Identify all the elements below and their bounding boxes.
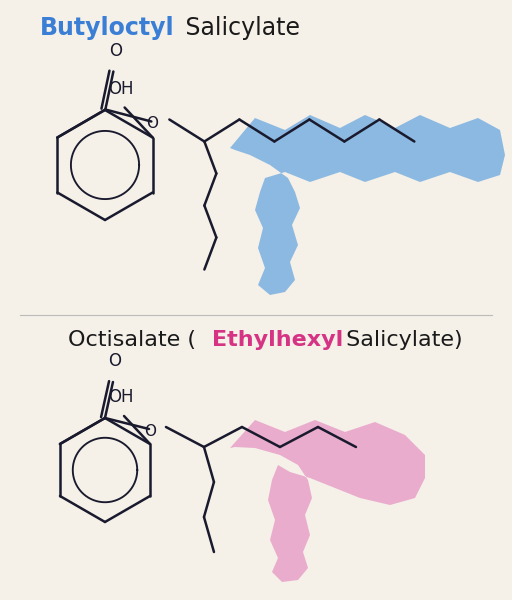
Text: O: O xyxy=(146,116,158,131)
Text: Ethylhexyl: Ethylhexyl xyxy=(212,330,343,350)
Text: O: O xyxy=(144,424,156,439)
Polygon shape xyxy=(230,420,425,582)
Text: OH: OH xyxy=(108,79,134,97)
Polygon shape xyxy=(230,115,505,295)
Text: Butyloctyl: Butyloctyl xyxy=(40,16,175,40)
Text: O: O xyxy=(109,41,122,59)
Text: O: O xyxy=(109,352,121,370)
Text: Salicylate: Salicylate xyxy=(178,16,300,40)
Text: OH: OH xyxy=(108,388,134,406)
Text: Octisalate (: Octisalate ( xyxy=(68,330,196,350)
Text: Salicylate): Salicylate) xyxy=(339,330,463,350)
